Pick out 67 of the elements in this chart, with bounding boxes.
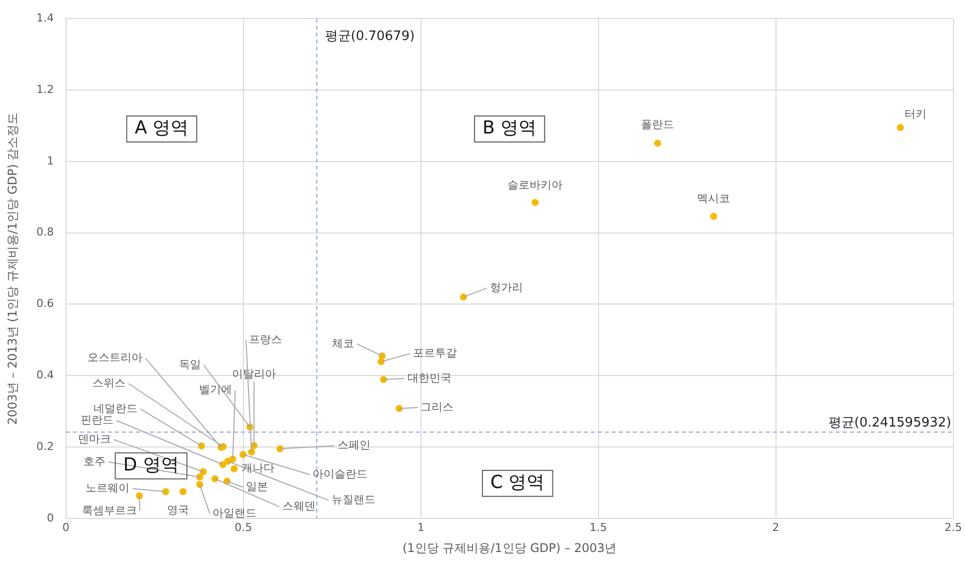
series-label: 캐나다 <box>242 462 275 475</box>
y-tick-label: 0.4 <box>36 368 54 382</box>
point <box>654 140 662 147</box>
y-tick-label: 0.6 <box>36 297 54 310</box>
point <box>396 404 403 412</box>
point <box>136 492 143 500</box>
x-tick-label: 0.5 <box>234 520 252 534</box>
text: 스웨덴 <box>282 500 316 513</box>
x-axis-title: (1인당 규제비용/1인당 GDP) – 2003년 <box>402 540 617 555</box>
text: 오스트리아 <box>88 351 143 364</box>
x-tick-label: 0 <box>62 520 70 534</box>
series-label: 룩셈부르크 <box>82 504 137 517</box>
point <box>180 488 187 496</box>
point <box>198 442 205 450</box>
text: 스페인 <box>337 438 370 452</box>
series-label: 폴란드 <box>641 118 674 132</box>
ref-line-label: 평균(0.70679) <box>324 28 415 44</box>
series-label: 터키 <box>904 107 926 120</box>
point <box>248 448 256 456</box>
text: 헝가리 <box>490 280 523 294</box>
y-tick-label: 0.8 <box>36 226 54 239</box>
text: 이탈리아 <box>232 367 276 380</box>
y-tick-label: 1 <box>46 154 54 168</box>
series-label: 영국 <box>167 503 190 516</box>
annotation: D 영역 <box>123 454 179 476</box>
text: 핀란드 <box>80 413 114 426</box>
point <box>380 376 388 384</box>
y-tick-label: 1.2 <box>36 82 54 96</box>
series-label: 대한민국 <box>408 371 452 384</box>
point <box>532 198 539 206</box>
text: 아일랜드 <box>212 506 257 520</box>
point <box>230 465 238 472</box>
x-tick-label: 2 <box>772 520 780 534</box>
annotation: A 영역 <box>134 118 189 139</box>
x-tick-label: 1 <box>417 520 424 534</box>
point <box>162 488 170 496</box>
ref-line-label: 평균(0.241595932) <box>828 416 952 431</box>
text: 독일 <box>178 358 201 371</box>
point <box>378 352 386 360</box>
x-tick-label: 1.5 <box>590 520 608 534</box>
text: 아이슬란드 <box>312 467 368 480</box>
annotation: C 영역 <box>490 472 545 494</box>
text: 네덜란드 <box>93 402 138 415</box>
series-label: 멕시코 <box>697 192 730 206</box>
y-tick-label: 1.4 <box>36 11 54 24</box>
x-tick-label: 2.5 <box>944 520 962 534</box>
series-label: 일본 <box>246 480 268 494</box>
text: 노르웨이 <box>86 481 130 494</box>
text: 벨기에 <box>199 382 232 396</box>
text: 덴마크 <box>78 432 111 446</box>
text: 스위스 <box>92 376 126 390</box>
point <box>710 212 718 220</box>
series-label: 그리스 <box>420 400 454 414</box>
y-axis-title: 2003년 – 2013년 (1인당 규제비용/1인당 GDP) 감소정도 <box>5 112 20 425</box>
text: 뉴질랜드 <box>332 493 376 506</box>
y-tick-label: 0 <box>46 511 54 524</box>
y-tick-label: 0.2 <box>36 440 54 453</box>
series-label: 슬로바키아 <box>508 178 563 192</box>
text: 체코 <box>332 336 354 350</box>
text: 포르투갈 <box>413 346 458 360</box>
point <box>240 450 247 458</box>
annotation: B 영역 <box>482 118 537 139</box>
text: 호주 <box>84 454 106 468</box>
text: 프랑스 <box>249 332 282 346</box>
point <box>460 294 467 301</box>
point <box>196 480 204 488</box>
point <box>896 124 904 131</box>
